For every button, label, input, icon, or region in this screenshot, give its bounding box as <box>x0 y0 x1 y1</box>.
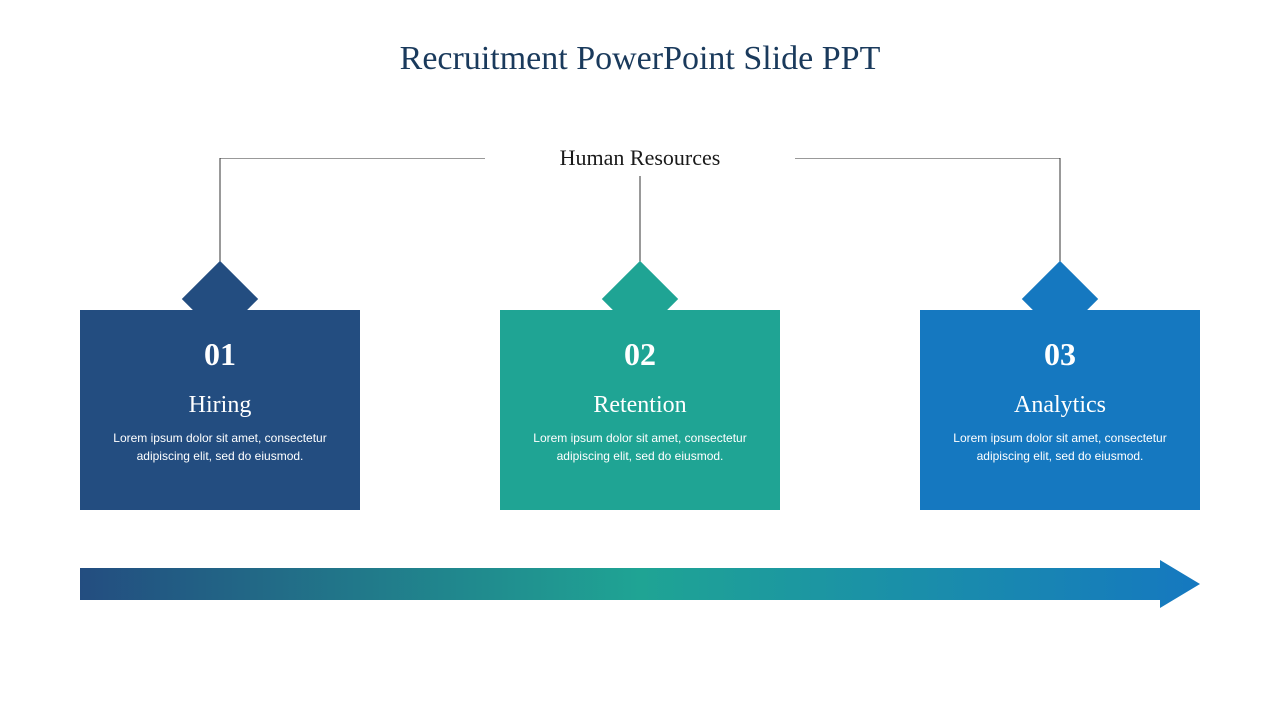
cards-row: 01 Hiring Lorem ipsum dolor sit amet, co… <box>80 310 1200 510</box>
card-number: 02 <box>522 338 758 370</box>
card-body: 01 Hiring Lorem ipsum dolor sit amet, co… <box>80 310 360 510</box>
card-hiring: 01 Hiring Lorem ipsum dolor sit amet, co… <box>80 310 360 510</box>
card-number: 01 <box>102 338 338 370</box>
slide-title: Recruitment PowerPoint Slide PPT <box>0 40 1280 78</box>
card-title: Analytics <box>942 392 1178 419</box>
card-body: 03 Analytics Lorem ipsum dolor sit amet,… <box>920 310 1200 510</box>
subtitle-row: Human Resources <box>0 145 1280 171</box>
card-description: Lorem ipsum dolor sit amet, consectetur … <box>102 429 338 465</box>
card-body: 02 Retention Lorem ipsum dolor sit amet,… <box>500 310 780 510</box>
card-description: Lorem ipsum dolor sit amet, consectetur … <box>942 429 1178 465</box>
progress-arrow <box>80 560 1200 608</box>
card-analytics: 03 Analytics Lorem ipsum dolor sit amet,… <box>920 310 1200 510</box>
card-title: Retention <box>522 392 758 419</box>
card-number: 03 <box>942 338 1178 370</box>
card-retention: 02 Retention Lorem ipsum dolor sit amet,… <box>500 310 780 510</box>
card-title: Hiring <box>102 392 338 419</box>
subtitle: Human Resources <box>542 145 739 171</box>
card-description: Lorem ipsum dolor sit amet, consectetur … <box>522 429 758 465</box>
